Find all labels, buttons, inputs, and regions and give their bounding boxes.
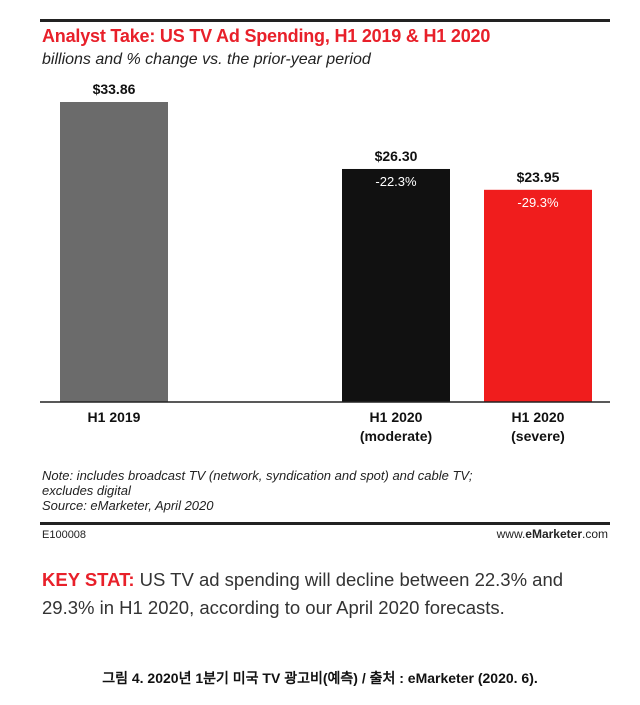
category-label-h1-2020-severe-line2: (severe) (511, 428, 565, 444)
bar-h1-2019 (60, 102, 168, 402)
note-line-1: Note: includes broadcast TV (network, sy… (42, 468, 473, 483)
top-rule (40, 19, 610, 22)
key-stat-label: KEY STAT: (42, 569, 135, 590)
value-label-h1-2019: $33.86 (93, 81, 136, 97)
brand-url: www.eMarketer.com (497, 527, 608, 541)
note-line-2: excludes digital (42, 483, 131, 498)
value-label-h1-2020-moderate: $26.30 (375, 148, 418, 164)
chart-code: E100008 (42, 529, 87, 541)
brand-name: eMarketer (525, 527, 582, 541)
category-label-h1-2020-moderate-line2: (moderate) (360, 428, 432, 444)
category-label-h1-2020-severe: H1 2020 (512, 409, 565, 425)
figure-caption: 그림 4. 2020년 1분기 미국 TV 광고비(예측) / 출처 : eMa… (102, 670, 538, 686)
bar-h1-2020-severe (484, 189, 592, 402)
chart-title: Analyst Take: US TV Ad Spending, H1 2019… (42, 26, 491, 46)
key-stat-text: US TV ad spending will decline between 2… (42, 569, 564, 618)
category-label-h1-2020-moderate: H1 2020 (370, 409, 423, 425)
value-label-h1-2020-severe: $23.95 (517, 169, 560, 185)
category-label-h1-2019: H1 2019 (88, 409, 141, 425)
source-line: Source: eMarketer, April 2020 (42, 498, 214, 513)
change-label-h1-2020-moderate: -22.3% (375, 174, 417, 189)
bar-h1-2020-moderate (342, 168, 450, 402)
change-label-h1-2020-severe: -29.3% (517, 195, 559, 210)
key-stat: KEY STAT: US TV ad spending will decline… (42, 566, 602, 622)
bar-chart: $33.86 H1 2019 $26.30 -22.3% H1 2020 (moderat… (40, 81, 610, 444)
chart-subtitle: billions and % change vs. the prior-year… (42, 51, 371, 68)
footer-rule (40, 522, 610, 525)
chart-notes: Note: includes broadcast TV (network, sy… (42, 468, 602, 513)
brand-suffix: .com (581, 527, 608, 541)
brand-prefix: www. (496, 527, 526, 541)
